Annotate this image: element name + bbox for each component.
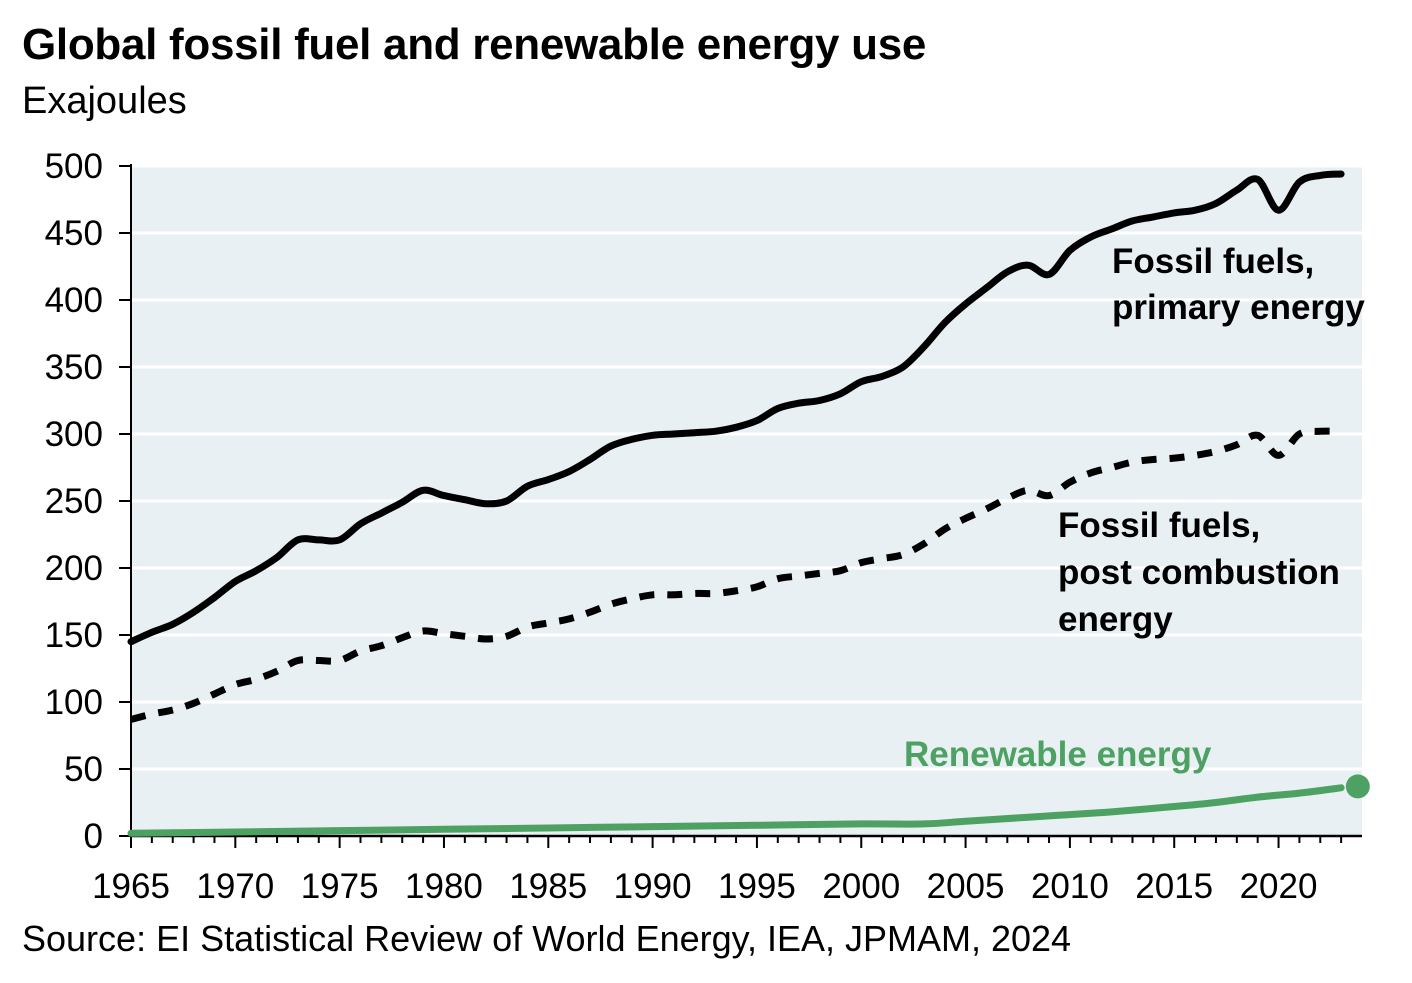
- source-note: Source: EI Statistical Review of World E…: [22, 918, 1072, 959]
- series-label-line: energy: [1058, 600, 1173, 639]
- series-label-line: Fossil fuels,: [1112, 242, 1314, 281]
- y-tick-label: 150: [45, 616, 103, 655]
- label-fossil-primary: Fossil fuels, primary energy: [1112, 242, 1365, 327]
- y-tick-label: 250: [45, 482, 103, 521]
- y-tick-label: 300: [45, 415, 103, 454]
- renewable-end-marker: [1345, 774, 1370, 799]
- x-tick-label: 2005: [927, 867, 1005, 906]
- x-tick-label: 1975: [301, 867, 379, 906]
- y-tick-label: 100: [45, 683, 103, 722]
- x-tick-label: 1990: [614, 867, 692, 906]
- chart-subtitle-units: Exajoules: [22, 80, 187, 122]
- y-tick-label: 0: [84, 817, 103, 856]
- y-tick-label: 500: [45, 147, 103, 186]
- series-label-line: primary energy: [1112, 288, 1365, 327]
- label-renewable-energy: Renewable energy: [904, 735, 1212, 774]
- renewable-energy-line: [127, 784, 1345, 837]
- x-tick-label: 2010: [1031, 867, 1109, 906]
- y-tick-label: 50: [64, 750, 103, 789]
- series-label-line: Renewable energy: [904, 735, 1212, 774]
- series-label-line: post combustion: [1058, 553, 1340, 592]
- y-tick-label: 200: [45, 549, 103, 588]
- fossil-post-combustion-line: [130, 427, 1342, 723]
- x-tick-label: 2020: [1240, 867, 1318, 906]
- fossil-primary-line: [127, 170, 1345, 646]
- x-tick-label: 1980: [405, 867, 483, 906]
- x-tick-label: 1995: [718, 867, 796, 906]
- y-tick-label: 450: [45, 214, 103, 253]
- series-label-line: Fossil fuels,: [1058, 506, 1260, 545]
- x-tick-label: 2015: [1135, 867, 1213, 906]
- y-tick-label: 400: [45, 281, 103, 320]
- x-tick-label: 1965: [92, 867, 170, 906]
- chart-title: Global fossil fuel and renewable energy …: [22, 20, 927, 69]
- y-tick-label: 350: [45, 348, 103, 387]
- x-tick-label: 1970: [196, 867, 274, 906]
- x-tick-label: 2000: [822, 867, 900, 906]
- x-tick-label: 1985: [509, 867, 587, 906]
- label-fossil-post-combustion: Fossil fuels, post combustion energy: [1058, 506, 1340, 639]
